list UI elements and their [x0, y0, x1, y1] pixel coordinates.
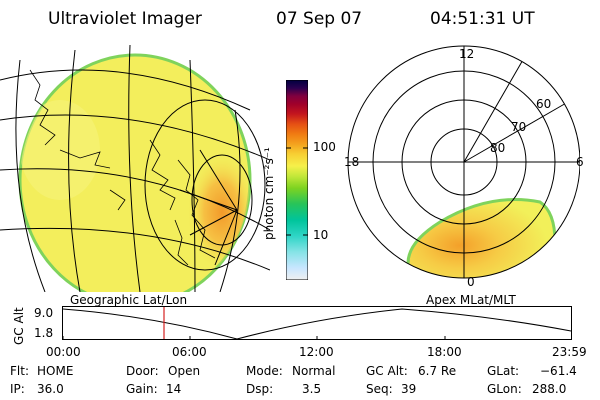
- dsp-value: 3.5: [302, 382, 322, 396]
- observation-time: 04:51:31 UT: [430, 9, 535, 29]
- glon-value: 288.0: [532, 382, 567, 396]
- ip-value: 36.0: [37, 382, 64, 396]
- flt-label: Flt:: [10, 364, 29, 378]
- door-value: Open: [168, 364, 201, 378]
- geographic-image-panel: [0, 44, 270, 292]
- mode-value: Normal: [292, 364, 336, 378]
- apex-panel-label: Apex MLat/MLT: [426, 293, 516, 307]
- mode-label: Mode:: [246, 364, 283, 378]
- color-scale-bar: [286, 80, 308, 280]
- gain-value: 14: [166, 382, 182, 396]
- dsp-label: Dsp:: [246, 382, 274, 396]
- colorbar-tick-10: 10: [313, 228, 329, 242]
- seq-label: Seq:: [366, 382, 393, 396]
- glat-label: GLat:: [487, 364, 520, 378]
- glat-value: −61.4: [540, 364, 577, 378]
- mlt-label-18: 18: [344, 155, 360, 169]
- orbit-altitude-plot: [62, 306, 572, 340]
- coastlines: [29, 69, 216, 266]
- altitude-curve: [62, 308, 572, 340]
- mlt-label-0: 0: [467, 275, 475, 289]
- flt-value: HOME: [37, 364, 74, 378]
- colorbar-unit-label: photon cm⁻²s⁻¹: [262, 147, 276, 240]
- geographic-grid: [0, 44, 270, 292]
- geographic-panel-label: Geographic Lat/Lon: [70, 293, 188, 307]
- auroral-oval: [406, 198, 557, 278]
- colorbar-tick-100: 100: [313, 140, 336, 154]
- instrument-title: Ultraviolet Imager: [48, 9, 202, 29]
- mlt-label-12: 12: [459, 47, 475, 61]
- door-label: Door:: [126, 364, 159, 378]
- mlat-label-60: 60: [536, 97, 552, 111]
- timeline-xtick-0000: 00:00: [46, 345, 81, 359]
- timeline-ylabel: GC Alt: [12, 307, 26, 345]
- glon-label: GLon:: [487, 382, 522, 396]
- polar-mlt-panel: [347, 45, 580, 279]
- gain-label: Gain:: [126, 382, 158, 396]
- seq-value: 39: [401, 382, 417, 396]
- timeline-xtick-1800: 18:00: [427, 345, 462, 359]
- polar-grid: [347, 45, 580, 279]
- observation-date: 07 Sep 07: [276, 9, 363, 29]
- gc-alt-value: 6.7 Re: [418, 364, 457, 378]
- ip-label: IP:: [10, 382, 25, 396]
- timeline-ytick-9: 9.0: [34, 306, 54, 320]
- gc-alt-label: GC Alt:: [366, 364, 408, 378]
- timeline-xtick-0600: 06:00: [172, 345, 207, 359]
- timeline-ytick-1-8: 1.8: [34, 326, 54, 340]
- timeline-xtick-1200: 12:00: [299, 345, 334, 359]
- mlat-label-80: 80: [490, 141, 506, 155]
- mlat-label-70: 70: [511, 120, 527, 134]
- timeline-xtick-2359: 23:59: [552, 345, 587, 359]
- mlt-label-6: 6: [576, 155, 584, 169]
